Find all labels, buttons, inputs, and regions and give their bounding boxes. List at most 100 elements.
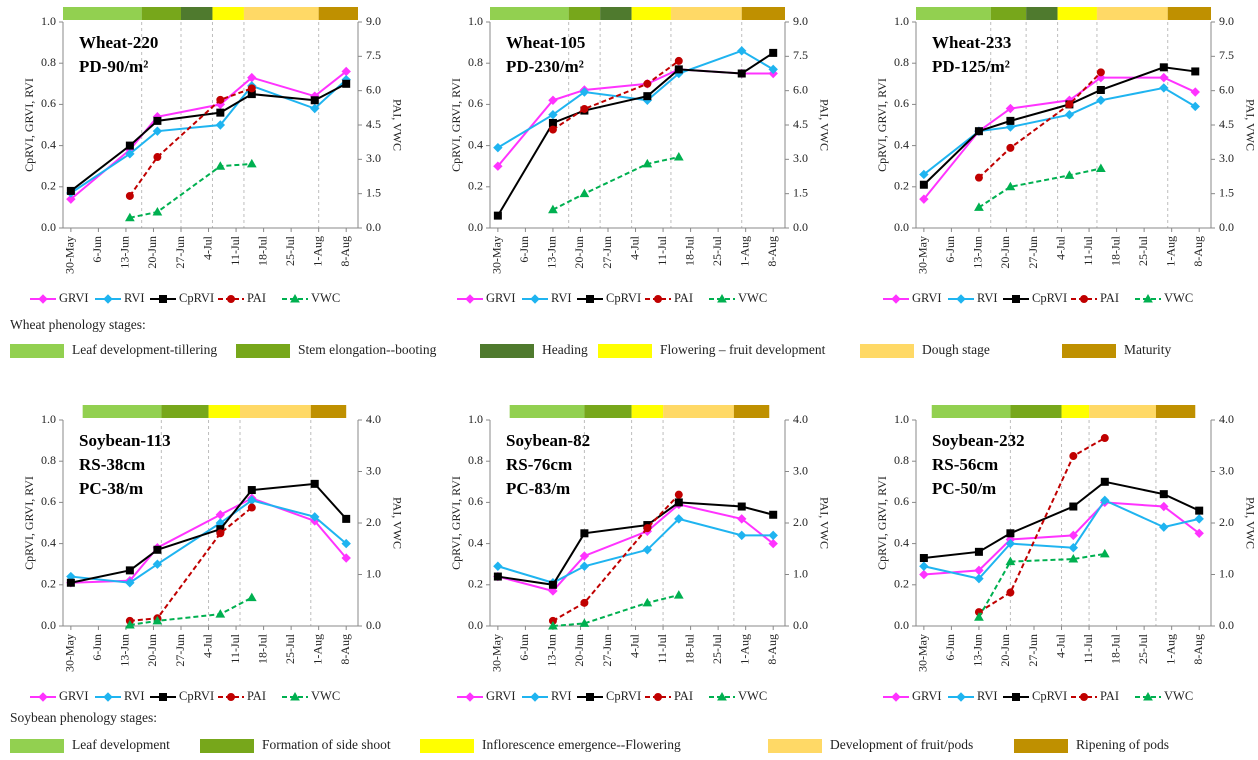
stage-label: Formation of side shoot bbox=[262, 737, 391, 752]
x-tick-label: 27-Jun bbox=[600, 634, 614, 667]
marker bbox=[310, 96, 319, 105]
y-tick-label: 0.6 bbox=[41, 494, 56, 508]
x-tick-label: 11-Jul bbox=[228, 633, 242, 663]
marker bbox=[1190, 87, 1200, 97]
marker bbox=[1159, 501, 1169, 512]
marker bbox=[38, 294, 48, 304]
marker bbox=[579, 618, 590, 627]
stage-bar bbox=[1167, 7, 1211, 20]
marker bbox=[1096, 68, 1105, 77]
legend-label: CpRVI bbox=[606, 291, 641, 305]
y2-tick-label: 1.5 bbox=[1219, 185, 1234, 199]
x-tick-label: 13-Jun bbox=[545, 236, 559, 269]
annotation: Wheat-220 bbox=[79, 33, 158, 52]
y-tick-label: 1.0 bbox=[894, 412, 909, 426]
y2-tick-label: 1.0 bbox=[1219, 566, 1234, 580]
stage-swatch bbox=[860, 344, 914, 358]
marker bbox=[673, 152, 684, 161]
y-tick-label: 1.0 bbox=[468, 14, 483, 28]
x-tick-label: 13-Jun bbox=[971, 236, 985, 269]
series-line bbox=[129, 162, 252, 219]
marker bbox=[103, 692, 113, 702]
marker bbox=[152, 206, 163, 216]
stage-bar bbox=[584, 405, 632, 418]
marker bbox=[674, 498, 683, 507]
marker bbox=[642, 545, 653, 555]
y2-axis-label: PAI, VWC bbox=[390, 497, 404, 549]
x-tick-label: 4-Jul bbox=[200, 633, 214, 658]
legend-label: RVI bbox=[551, 291, 572, 305]
legend-label: VWC bbox=[311, 291, 340, 305]
legend-label: VWC bbox=[738, 291, 767, 305]
stage-bar bbox=[631, 7, 671, 20]
marker bbox=[1080, 295, 1088, 303]
marker bbox=[1159, 63, 1168, 72]
marker bbox=[1143, 691, 1153, 701]
marker bbox=[1100, 477, 1109, 486]
stage-swatch bbox=[236, 344, 290, 358]
x-tick-label: 8-Aug bbox=[338, 236, 352, 267]
marker bbox=[493, 161, 503, 171]
marker bbox=[341, 538, 351, 549]
y2-tick-label: 9.0 bbox=[793, 14, 808, 28]
marker bbox=[919, 569, 929, 580]
annotation: PD-230/m² bbox=[506, 57, 584, 76]
marker bbox=[1012, 693, 1020, 701]
y2-tick-label: 3.0 bbox=[366, 463, 381, 477]
x-tick-label: 30-May bbox=[490, 634, 504, 672]
stage-label: Stem elongation--booting bbox=[298, 342, 437, 357]
series-line bbox=[978, 552, 1105, 618]
marker bbox=[919, 169, 929, 180]
annotation: Wheat-105 bbox=[506, 33, 585, 52]
stage-swatch bbox=[1062, 344, 1116, 358]
stage-bar bbox=[161, 405, 209, 418]
marker bbox=[548, 125, 557, 134]
y2-tick-label: 2.0 bbox=[366, 515, 381, 529]
y2-tick-label: 3.0 bbox=[1219, 151, 1234, 165]
series-line bbox=[129, 596, 253, 626]
marker bbox=[125, 191, 134, 200]
legend-label: VWC bbox=[738, 689, 767, 703]
marker bbox=[1159, 490, 1168, 499]
marker bbox=[247, 486, 256, 495]
marker bbox=[153, 545, 162, 554]
y-tick-label: 0.4 bbox=[468, 137, 483, 151]
marker bbox=[674, 490, 683, 499]
marker bbox=[919, 561, 929, 571]
x-tick-label: 20-Jun bbox=[998, 634, 1012, 667]
marker bbox=[103, 294, 113, 304]
series-line bbox=[497, 52, 774, 217]
x-tick-label: 30-May bbox=[916, 236, 930, 274]
x-tick-label: 6-Jun bbox=[90, 634, 104, 661]
legend-label: GRVI bbox=[486, 689, 516, 703]
series-line bbox=[923, 501, 1200, 576]
x-tick-label: 18-Jul bbox=[682, 633, 696, 664]
series-line bbox=[129, 87, 253, 197]
series-line bbox=[552, 493, 680, 622]
stage-label: Maturity bbox=[1124, 342, 1171, 357]
marker bbox=[737, 514, 747, 524]
y2-tick-label: 4.5 bbox=[366, 117, 381, 131]
legend-label: RVI bbox=[124, 689, 145, 703]
marker bbox=[769, 48, 778, 57]
marker bbox=[1096, 95, 1106, 105]
marker bbox=[548, 118, 557, 127]
marker bbox=[768, 64, 778, 75]
stage-label: Ripening of pods bbox=[1076, 737, 1169, 752]
stage-bar bbox=[568, 7, 601, 20]
marker bbox=[1100, 434, 1109, 443]
legend-label: CpRVI bbox=[606, 689, 641, 703]
legend-label: CpRVI bbox=[179, 291, 214, 305]
marker bbox=[643, 524, 652, 533]
x-tick-label: 8-Aug bbox=[765, 634, 779, 665]
x-tick-label: 13-Jun bbox=[545, 634, 559, 667]
annotation: Soybean-232 bbox=[932, 431, 1025, 450]
x-tick-label: 30-May bbox=[63, 236, 77, 274]
marker bbox=[493, 572, 502, 581]
marker bbox=[548, 204, 558, 214]
stage-bar bbox=[208, 405, 240, 418]
y2-tick-label: 2.0 bbox=[1219, 515, 1234, 529]
y-axis-label: CpRVI, GRVI, RVI bbox=[22, 78, 36, 172]
marker bbox=[152, 126, 163, 136]
x-tick-label: 1-Aug bbox=[737, 634, 751, 665]
